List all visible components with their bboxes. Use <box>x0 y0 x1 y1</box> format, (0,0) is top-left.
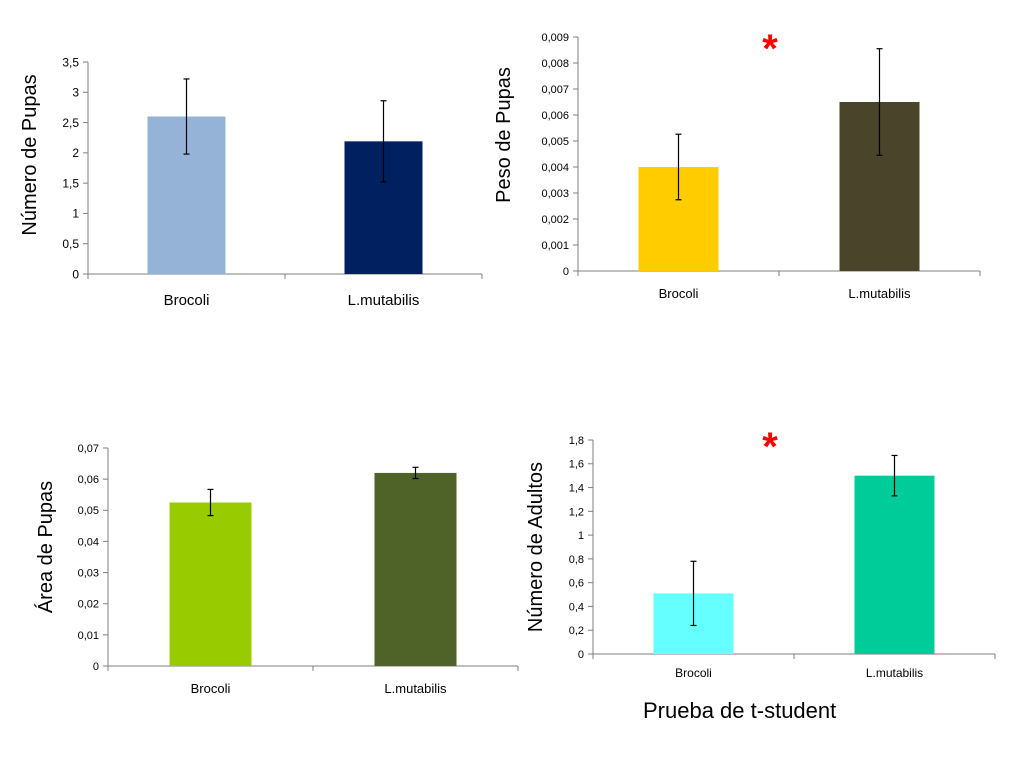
y-tick-label: 1,4 <box>569 483 584 495</box>
y-tick-label: 0,003 <box>541 188 569 200</box>
y-tick-label: 0,001 <box>541 240 569 252</box>
y-tick-label: 0,009 <box>541 32 569 44</box>
y-tick-label: 0 <box>563 266 569 278</box>
chart-numero-pupas: 0 0,5 1 1,5 2 2,5 3 3,5 Brocoli L.mutabilis Número… <box>19 55 483 309</box>
bar-l-mutabilis <box>374 472 457 666</box>
x-category-label: L.mutabilis <box>866 666 923 680</box>
chart-peso-pupas: 0 0,001 0,002 0,003 0,004 0,005 0,006 0,007 0,00… <box>493 27 981 301</box>
y-tick-label: 1,2 <box>569 506 584 518</box>
y-tick-label: 1,8 <box>569 435 584 447</box>
y-tick-label: 0,004 <box>541 162 569 174</box>
footer-caption: Prueba de t-student <box>643 698 837 723</box>
chart-area-pupas: 0 0,01 0,02 0,03 0,04 0,05 0,06 0,07 Brocoli L.mu… <box>34 443 519 696</box>
significance-asterisk: * <box>762 27 778 71</box>
y-tick-label: 2,5 <box>62 116 79 130</box>
y-tick-label: 0,4 <box>569 601 584 613</box>
y-axis-label: Peso de Pupas <box>493 67 515 203</box>
y-tick-label: 0,03 <box>78 568 99 580</box>
x-category-label: L.mutabilis <box>384 681 447 696</box>
y-tick-label: 0,5 <box>62 237 79 251</box>
y-tick-label: 0,8 <box>569 554 584 566</box>
y-tick-label: 0 <box>72 267 79 281</box>
y-tick-label: 1,5 <box>62 176 79 190</box>
x-category-label: Brocoli <box>164 292 210 309</box>
y-tick-label: 0,05 <box>78 505 99 517</box>
y-tick-label: 0,007 <box>541 84 569 96</box>
y-tick-label: 0,01 <box>78 630 99 642</box>
y-tick-label: 0,07 <box>78 443 99 455</box>
x-category-label: Brocoli <box>659 286 699 301</box>
bar-brocoli <box>169 502 252 666</box>
y-tick-label: 0,06 <box>78 474 99 486</box>
y-tick-label: 0,04 <box>78 536 99 548</box>
y-tick-label: 1 <box>72 207 79 221</box>
y-tick-label: 0,005 <box>541 136 569 148</box>
significance-asterisk: * <box>762 425 778 469</box>
y-axis-label: Área de Pupas <box>34 481 57 613</box>
y-tick-label: 0,02 <box>78 599 99 611</box>
y-tick-label: 0,2 <box>569 625 584 637</box>
y-tick-label: 1,6 <box>569 459 584 471</box>
y-tick-label: 0,6 <box>569 578 584 590</box>
y-tick-label: 0,008 <box>541 58 569 70</box>
x-category-label: L.mutabilis <box>348 292 420 309</box>
y-tick-label: 0,002 <box>541 214 569 226</box>
y-tick-label: 0 <box>93 661 99 673</box>
y-axis-label: Número de Adultos <box>525 462 547 632</box>
x-category-label: L.mutabilis <box>848 286 911 301</box>
y-tick-label: 3 <box>72 86 79 100</box>
y-tick-label: 2 <box>72 146 79 160</box>
x-category-label: Brocoli <box>191 681 231 696</box>
y-tick-label: 1 <box>578 530 584 542</box>
y-tick-label: 0 <box>578 649 584 661</box>
bar-l-mutabilis <box>854 475 935 654</box>
chart-numero-adultos: 0 0,2 0,4 0,6 0,8 1 1,2 1,4 1,6 1,8 Brocoli L.mutab… <box>525 425 996 680</box>
y-axis-label: Número de Pupas <box>19 74 41 235</box>
y-tick-label: 0,006 <box>541 110 569 122</box>
x-category-label: Brocoli <box>675 666 712 680</box>
y-tick-label: 3,5 <box>62 55 79 69</box>
